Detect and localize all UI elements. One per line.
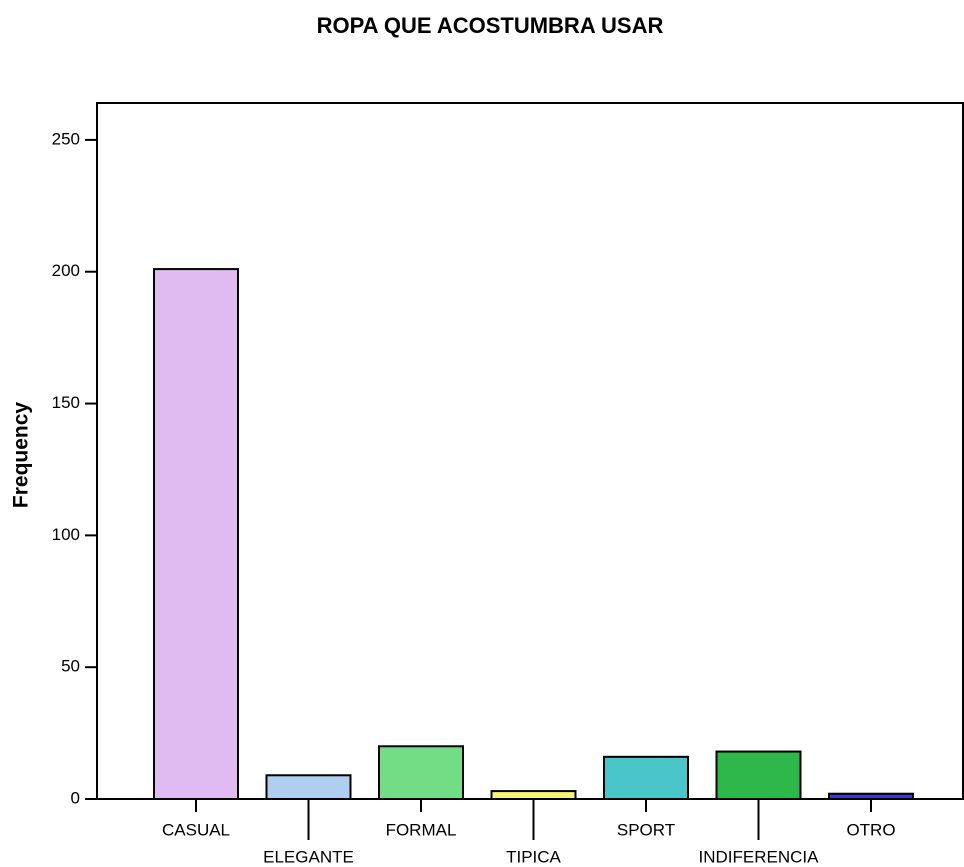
bar (715, 750, 802, 801)
x-tick-label: OTRO (846, 820, 895, 839)
bar (603, 755, 689, 800)
y-axis-label: Frequency (10, 402, 33, 509)
x-tick-label: TIPICA (506, 847, 561, 866)
x-tick-label: FORMAL (386, 820, 457, 839)
y-tick-label: 150 (52, 393, 80, 412)
y-tick-label: 0 (71, 788, 80, 807)
bar (378, 745, 464, 800)
x-tick-label: INDIFERENCIA (699, 847, 820, 866)
chart-title: ROPA QUE ACOSTUMBRA USAR (317, 13, 664, 38)
x-tick-label: ELEGANTE (263, 847, 354, 866)
bar (490, 790, 577, 800)
y-tick-label: 50 (61, 657, 80, 676)
y-tick-label: 200 (52, 261, 80, 280)
y-tick-label: 100 (52, 525, 80, 544)
bar (153, 268, 239, 801)
bar (265, 774, 352, 800)
y-tick-label: 250 (52, 129, 80, 148)
x-tick-label: SPORT (617, 820, 675, 839)
bar (828, 792, 914, 801)
x-tick-label: CASUAL (162, 820, 230, 839)
